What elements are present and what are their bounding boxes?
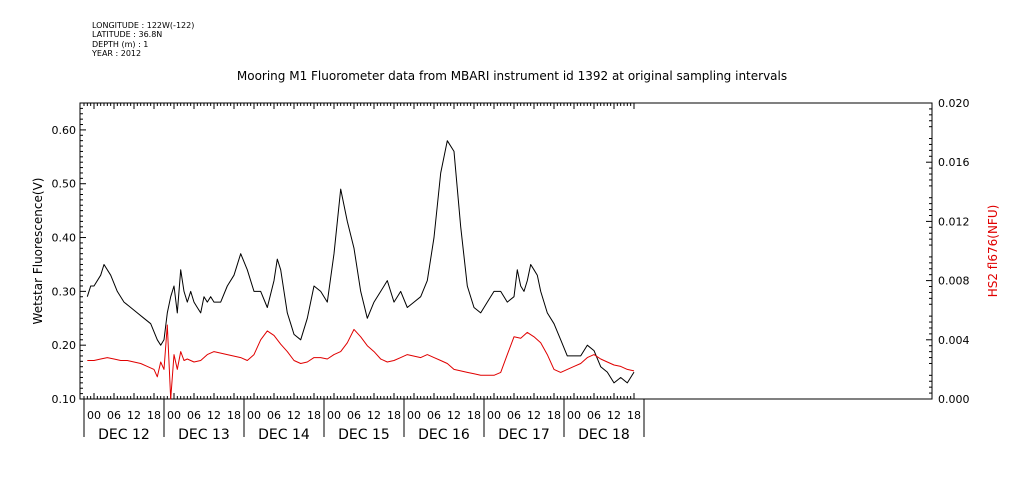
x-day-label: DEC 16 — [418, 427, 470, 443]
x-hour-label: 12 — [447, 409, 461, 422]
x-hour-label: 00 — [487, 409, 501, 422]
x-day-label: DEC 15 — [338, 427, 390, 443]
x-hour-label: 00 — [247, 409, 261, 422]
metadata-block: LONGITUDE : 122W(-122) LATITUDE : 36.8N … — [92, 21, 194, 58]
x-hour-label: 06 — [107, 409, 121, 422]
right-tick-label: 0.016 — [938, 156, 970, 169]
right-tick-label: 0.004 — [938, 334, 970, 347]
right-tick-label: 0.000 — [938, 393, 970, 406]
x-hour-label: 00 — [327, 409, 341, 422]
left-tick-label: 0.10 — [52, 393, 77, 406]
year-line: YEAR : 2012 — [92, 48, 142, 58]
x-hour-label: 18 — [387, 409, 401, 422]
x-day-label: DEC 12 — [98, 427, 150, 443]
x-hour-label: 12 — [527, 409, 541, 422]
x-hour-label: 06 — [267, 409, 281, 422]
x-hour-label: 06 — [507, 409, 521, 422]
x-day-label: DEC 17 — [498, 427, 550, 443]
left-axis-title: Wetstar Fluorescence(V) — [31, 178, 45, 325]
plot-frame — [79, 102, 933, 400]
x-hour-label: 12 — [207, 409, 221, 422]
right-tick-label: 0.008 — [938, 275, 970, 288]
x-hour-label: 00 — [167, 409, 181, 422]
x-day-label: DEC 14 — [258, 427, 310, 443]
x-hour-label: 06 — [427, 409, 441, 422]
x-hour-label: 18 — [547, 409, 561, 422]
latitude-line: LATITUDE : 36.8N — [92, 30, 163, 40]
x-hour-label: 18 — [307, 409, 321, 422]
x-hour-label: 12 — [607, 409, 621, 422]
x-hour-label: 18 — [147, 409, 161, 422]
right-tick-label: 0.012 — [938, 215, 970, 228]
chart-title: Mooring M1 Fluorometer data from MBARI i… — [237, 69, 787, 83]
depth-line: DEPTH (m) : 1 — [92, 39, 149, 49]
x-hour-label: 18 — [227, 409, 241, 422]
series-layer — [86, 140, 635, 400]
x-day-label: DEC 13 — [178, 427, 230, 443]
x-axis: 00 06 12 18 00 06 12 18 00 06 12 18 00 06 12 18 00 06 12 18… — [83, 103, 645, 443]
left-tick-label: 0.20 — [52, 339, 77, 352]
x-hour-label: 12 — [367, 409, 381, 422]
x-hour-label: 18 — [467, 409, 481, 422]
right-y-axis: 0.000 0.004 0.008 0.012 0.016 0.020 — [926, 97, 970, 406]
x-hour-label: 00 — [87, 409, 101, 422]
left-tick-label: 0.50 — [52, 178, 77, 191]
longitude-line: LONGITUDE : 122W(-122) — [92, 21, 195, 30]
left-tick-label: 0.30 — [52, 285, 77, 298]
x-hour-label: 00 — [407, 409, 421, 422]
x-hour-label: 06 — [587, 409, 601, 422]
right-axis-title: HS2 fl676(NFU) — [986, 205, 1000, 298]
left-tick-label: 0.40 — [52, 232, 77, 245]
x-day-label: DEC 18 — [578, 427, 630, 443]
hs2-fl676-series-line — [87, 324, 635, 400]
x-hour-label: 06 — [187, 409, 201, 422]
x-hour-label: 18 — [627, 409, 641, 422]
x-hour-label: 12 — [287, 409, 301, 422]
left-tick-label: 0.60 — [52, 124, 77, 137]
x-hour-label: 12 — [127, 409, 141, 422]
x-hour-label: 06 — [347, 409, 361, 422]
left-y-axis: 0.10 0.20 0.30 0.40 0.50 0.60 — [52, 107, 86, 406]
right-tick-label: 0.020 — [938, 97, 970, 110]
x-hour-label: 00 — [567, 409, 581, 422]
wetstar-fluorescence-series-line — [86, 140, 635, 384]
